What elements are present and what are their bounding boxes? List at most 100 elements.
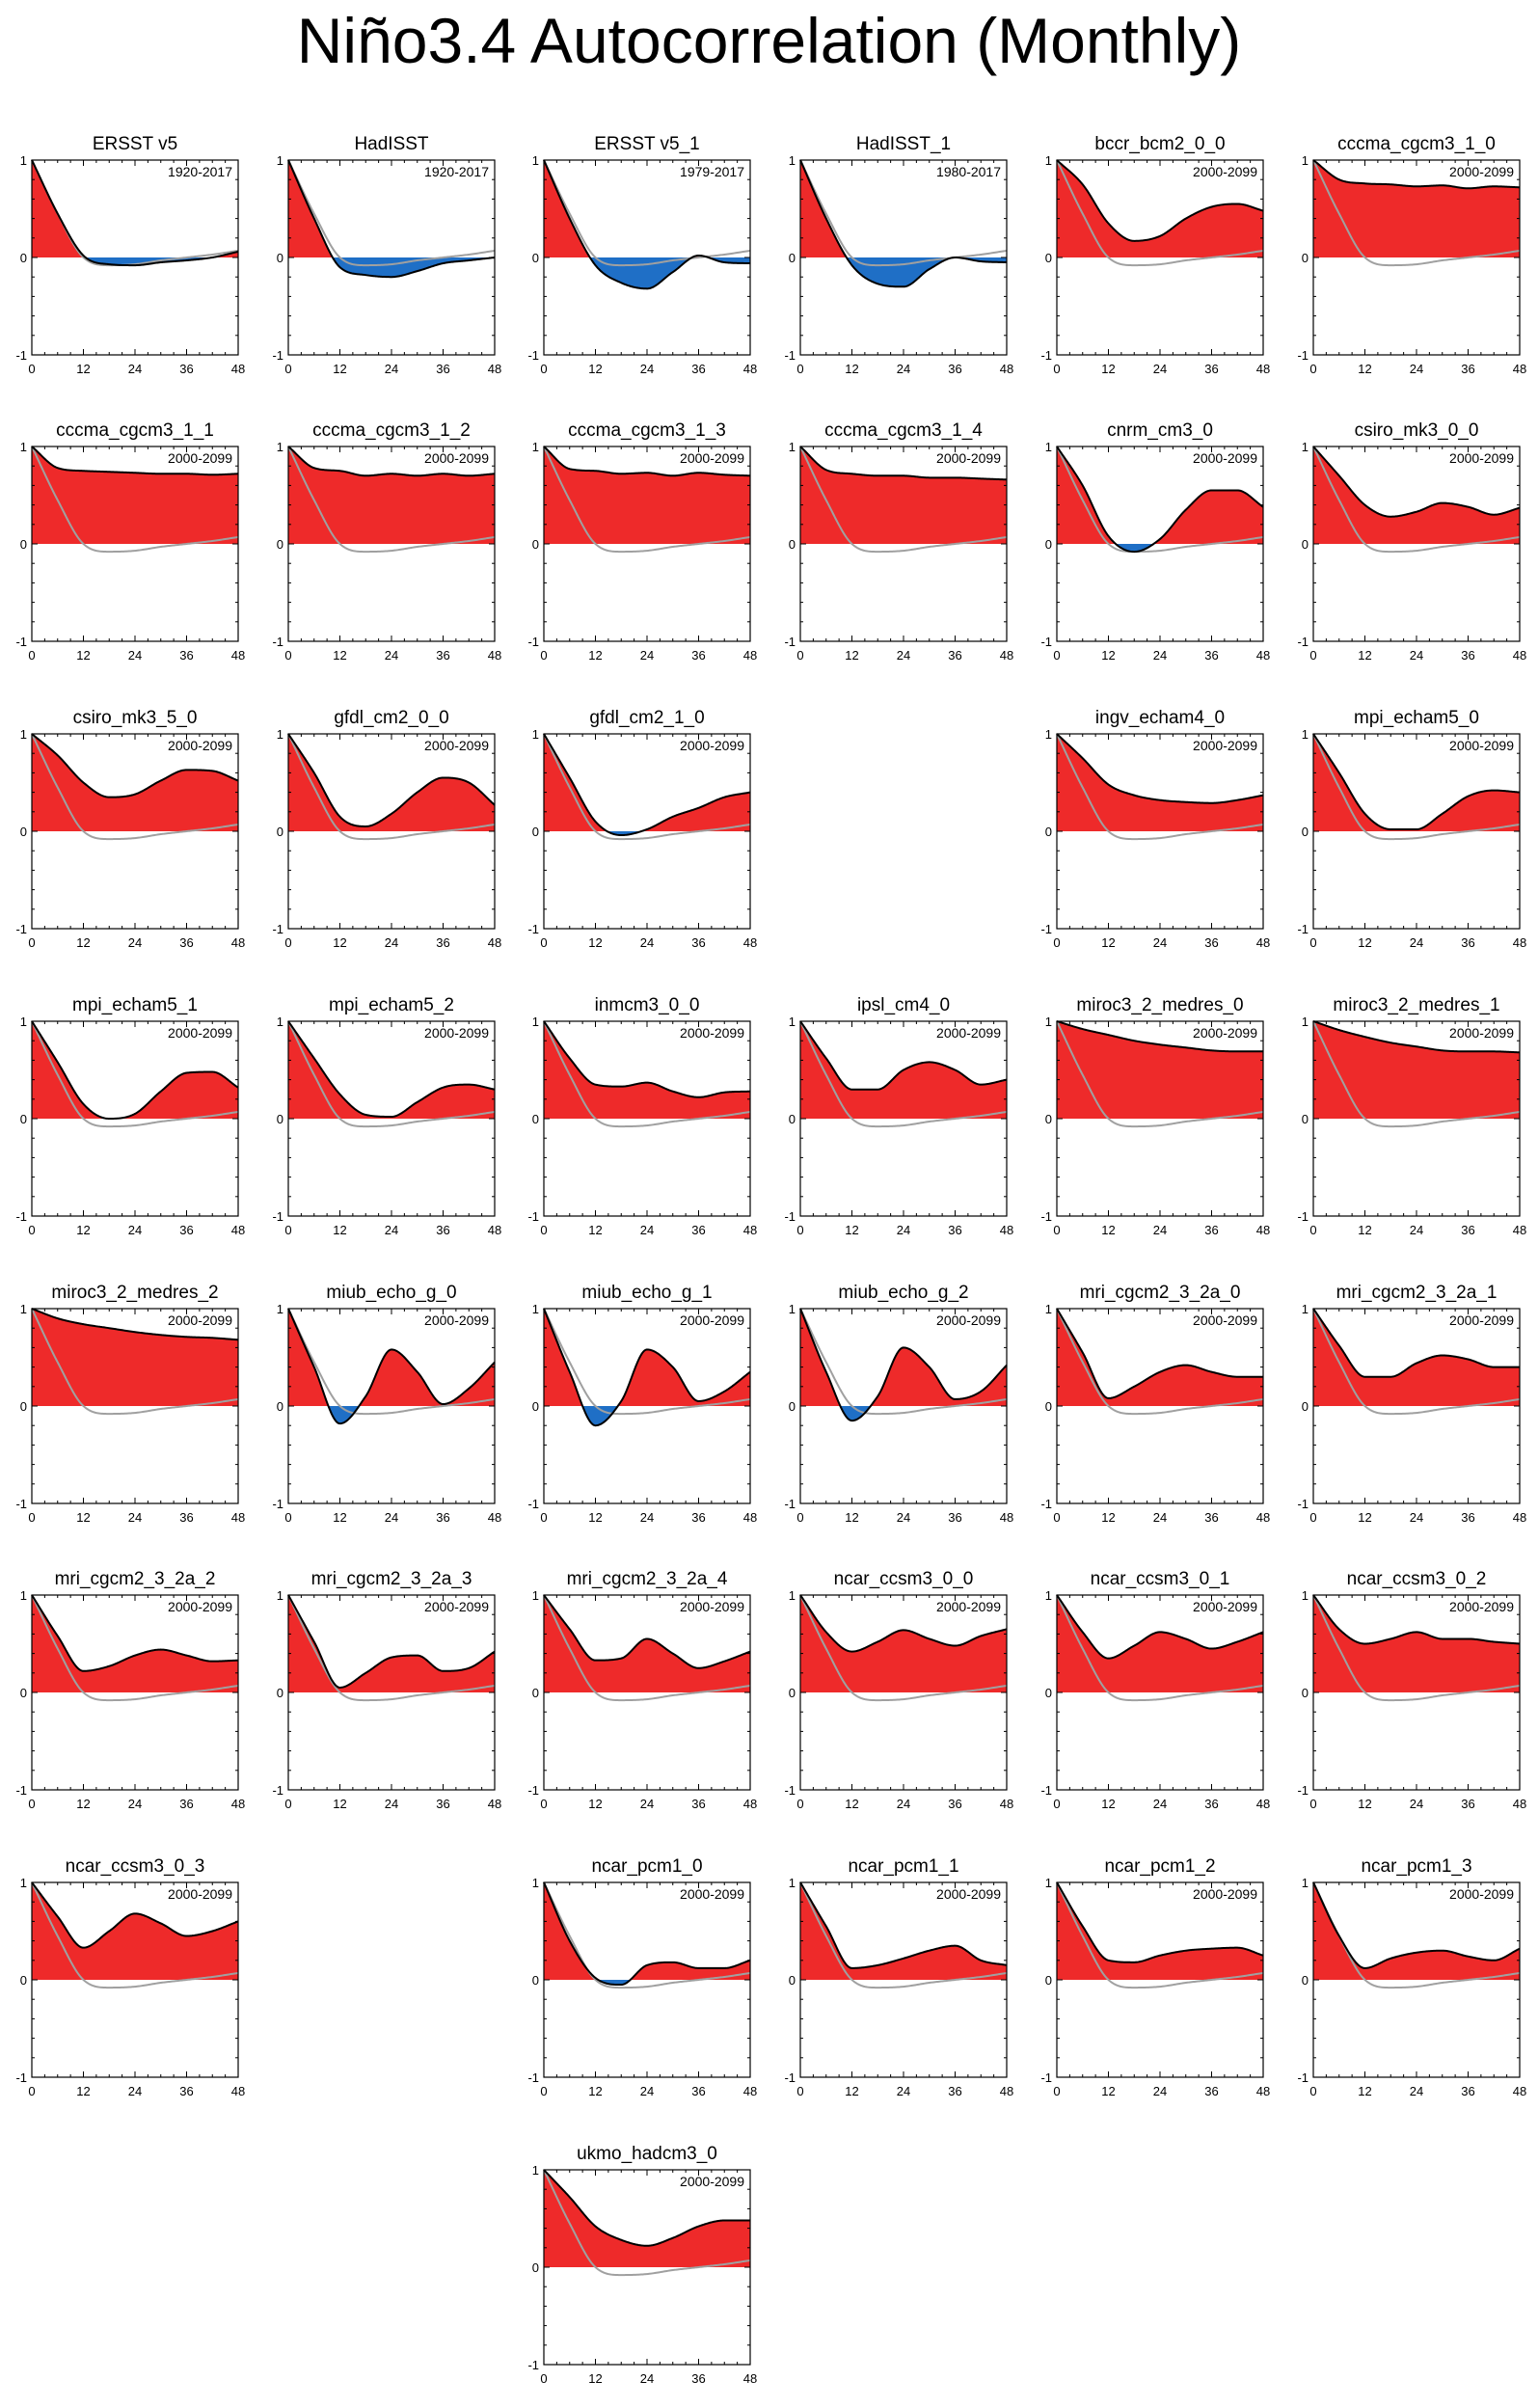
period-label: 2000-2099 [680, 450, 744, 466]
x-tick-label: 48 [488, 935, 501, 950]
reference-curve [1312, 733, 1521, 841]
x-tick-label: 48 [231, 362, 245, 376]
autocorrelation-curve [799, 1020, 1008, 1091]
x-tick-label: 24 [128, 1510, 142, 1525]
y-tick-label: 1 [789, 153, 796, 168]
x-tick-label: 36 [948, 648, 961, 663]
y-tick-label: 0 [20, 825, 27, 839]
period-label: 2000-2099 [1193, 164, 1257, 179]
y-tick-label: 1 [1302, 1015, 1309, 1029]
x-tick-label: 48 [1513, 1510, 1526, 1525]
x-tick-label: 12 [76, 1223, 90, 1237]
y-tick-label: 0 [1302, 1399, 1309, 1414]
x-tick-label: 12 [76, 362, 90, 376]
x-tick-label: 12 [588, 648, 602, 663]
reference-curve [31, 446, 239, 554]
x-tick-label: 48 [743, 1797, 757, 1811]
autocorrelation-curve [1056, 733, 1264, 804]
autocorrelation-curve [31, 1594, 239, 1672]
positive-area [1313, 1021, 1520, 1119]
positive-area [1313, 1882, 1520, 1980]
reference-curve [287, 1020, 496, 1128]
y-tick-label: -1 [272, 1783, 283, 1798]
x-tick-label: 24 [1153, 1510, 1167, 1525]
x-tick-label: 36 [691, 1797, 705, 1811]
period-label: 2000-2099 [680, 1886, 744, 1902]
autocorrelation-curve [31, 159, 239, 267]
x-tick-label: 48 [1256, 935, 1270, 950]
x-tick-label: 0 [1053, 362, 1060, 376]
x-tick-label: 36 [691, 1223, 705, 1237]
panel-title: ncar_ccsm3_0_3 [66, 1856, 205, 1877]
x-tick-label: 24 [640, 362, 654, 376]
y-tick-label: 0 [20, 1686, 27, 1700]
x-tick-label: 36 [1204, 648, 1218, 663]
period-label: 2000-2099 [424, 1599, 489, 1614]
x-tick-label: 12 [1101, 935, 1115, 950]
x-tick-label: 0 [28, 1510, 35, 1525]
y-tick-label: 1 [20, 1015, 27, 1029]
positive-area [1057, 160, 1263, 257]
y-tick-label: 0 [1302, 1973, 1309, 1988]
x-tick-label: 48 [743, 362, 757, 376]
x-tick-label: 0 [284, 648, 291, 663]
reference-curve [1312, 159, 1521, 267]
x-tick-label: 12 [1358, 1223, 1371, 1237]
x-tick-label: 36 [436, 1223, 449, 1237]
x-tick-label: 36 [1204, 1510, 1218, 1525]
x-tick-label: 36 [436, 1510, 449, 1525]
y-tick-label: 1 [789, 1302, 796, 1316]
period-label: 2000-2099 [168, 450, 232, 466]
y-tick-label: 1 [277, 1588, 283, 1603]
positive-area [1313, 446, 1520, 544]
x-tick-label: 0 [28, 1223, 35, 1237]
x-tick-label: 36 [948, 1223, 961, 1237]
x-tick-label: 0 [540, 648, 547, 663]
y-tick-label: 0 [1302, 825, 1309, 839]
period-label: 2000-2099 [680, 1312, 744, 1328]
autocorrelation-curve [1056, 446, 1264, 554]
x-tick-label: 0 [796, 2084, 803, 2098]
y-tick-label: -1 [527, 635, 539, 649]
positive-area [32, 160, 238, 257]
x-tick-label: 36 [1461, 935, 1474, 950]
positive-area [1313, 1309, 1520, 1406]
y-tick-label: 1 [532, 1876, 539, 1890]
y-tick-label: 0 [1302, 1686, 1309, 1700]
positive-area [32, 1595, 238, 1692]
positive-area [1313, 734, 1520, 831]
x-tick-label: 48 [1256, 1797, 1270, 1811]
panel-title: cccma_cgcm3_1_0 [1337, 134, 1496, 154]
y-tick-label: 0 [1302, 537, 1309, 552]
positive-area [544, 2170, 750, 2267]
autocorrelation-curve [543, 159, 751, 290]
period-label: 2000-2099 [1449, 1886, 1514, 1902]
positive-area [544, 1309, 750, 1406]
positive-area [800, 446, 1007, 544]
y-tick-label: 0 [789, 1686, 796, 1700]
x-tick-label: 48 [743, 2084, 757, 2098]
panel-title: gfdl_cm2_0_0 [334, 708, 448, 728]
x-tick-label: 12 [588, 1797, 602, 1811]
x-tick-label: 0 [796, 1223, 803, 1237]
autocorrelation-curve [1312, 159, 1521, 190]
x-tick-label: 0 [1309, 648, 1316, 663]
positive-area [32, 1309, 238, 1406]
x-tick-label: 24 [1410, 2084, 1423, 2098]
positive-area [544, 1021, 750, 1119]
x-tick-label: 12 [1358, 1797, 1371, 1811]
panel-title: cnrm_cm3_0 [1107, 420, 1213, 441]
y-tick-label: 0 [1302, 251, 1309, 265]
y-tick-label: 1 [532, 727, 539, 742]
y-tick-label: 1 [532, 2163, 539, 2178]
x-tick-label: 0 [1309, 1223, 1316, 1237]
y-tick-label: -1 [1297, 2070, 1309, 2085]
